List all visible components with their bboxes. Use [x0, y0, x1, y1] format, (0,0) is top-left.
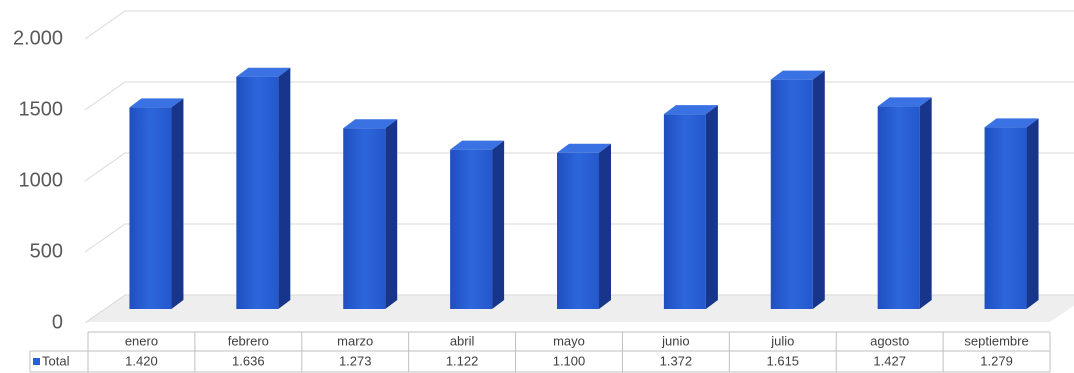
- table-value: 1.273: [339, 353, 372, 368]
- category-label: julio: [770, 333, 794, 348]
- table-value: 1.636: [232, 353, 265, 368]
- bar: [663, 114, 706, 310]
- y-tick-label: 0: [52, 311, 63, 333]
- grid-line: [84, 294, 1074, 324]
- category-label: junio: [661, 333, 689, 348]
- bar-side: [171, 98, 184, 309]
- table-value: 1.372: [660, 353, 693, 368]
- bar: [343, 128, 386, 309]
- bar-top: [663, 105, 718, 115]
- table-value: 1.279: [980, 353, 1013, 368]
- bar-top: [877, 97, 932, 107]
- bar-side: [812, 70, 825, 309]
- legend-key: [33, 358, 40, 365]
- y-tick-label: 1500: [19, 98, 64, 120]
- grid-line: [84, 10, 1074, 40]
- bar: [450, 149, 493, 309]
- bar-top: [557, 143, 611, 153]
- table-value: 1.615: [767, 353, 800, 368]
- bar-top: [984, 118, 1039, 128]
- bar-side: [599, 143, 611, 309]
- bar-side: [278, 67, 291, 309]
- bar-side: [492, 140, 505, 309]
- category-label: marzo: [337, 333, 373, 348]
- grid-line: [84, 81, 1074, 111]
- y-tick-label: 1000: [19, 169, 64, 191]
- table-value: 1.427: [873, 353, 906, 368]
- category-label: abril: [450, 333, 475, 348]
- bar-top: [236, 67, 291, 77]
- category-label: agosto: [870, 333, 909, 348]
- table-value: 1.420: [125, 353, 158, 368]
- category-label: septiembre: [964, 333, 1028, 348]
- bar: [877, 106, 920, 309]
- bar: [557, 152, 599, 309]
- y-tick-label: 500: [30, 240, 63, 262]
- bar-side: [919, 97, 932, 309]
- bar-top: [343, 119, 398, 129]
- bar: [129, 107, 172, 309]
- bar-side: [1026, 118, 1039, 309]
- category-label: febrero: [228, 333, 269, 348]
- y-tick-label: 2.000: [13, 27, 63, 49]
- grid-line: [84, 223, 1074, 253]
- bar-top: [450, 140, 505, 150]
- bar-top: [770, 70, 825, 80]
- category-label: enero: [125, 333, 158, 348]
- table-value: 1.100: [553, 353, 586, 368]
- bar: [984, 127, 1027, 309]
- bar: [236, 76, 279, 309]
- category-label: mayo: [553, 333, 585, 348]
- bar-top: [129, 98, 184, 108]
- bar-side: [705, 105, 718, 310]
- bar: [770, 79, 813, 309]
- table-value: 1.122: [446, 353, 479, 368]
- legend-label: Total: [42, 353, 70, 368]
- bar-side: [385, 119, 398, 309]
- grid-line: [84, 152, 1074, 182]
